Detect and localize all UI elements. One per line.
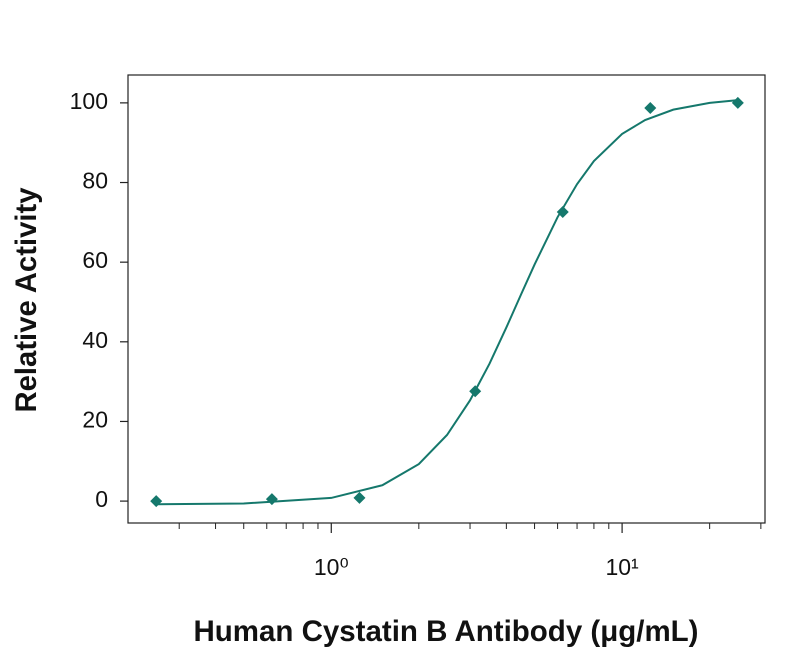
x-axis-label: Human Cystatin B Antibody (μg/mL) (194, 615, 699, 648)
x-tick-label: 10¹ (605, 554, 639, 580)
data-point (150, 495, 163, 508)
data-point (644, 102, 657, 115)
y-axis-label: Relative Activity (10, 187, 43, 412)
y-tick-label: 80 (82, 168, 108, 194)
fit-curve (156, 99, 738, 506)
data-point (731, 96, 744, 109)
y-tick-label: 20 (82, 407, 108, 433)
y-tick-label: 0 (95, 486, 108, 512)
y-tick-label: 60 (82, 247, 108, 273)
y-tick-label: 40 (82, 327, 108, 353)
data-point (265, 493, 278, 506)
x-tick-label: 10⁰ (314, 554, 349, 580)
plot-frame (127, 74, 766, 524)
data-point (353, 491, 366, 504)
y-tick-label: 100 (70, 88, 108, 114)
